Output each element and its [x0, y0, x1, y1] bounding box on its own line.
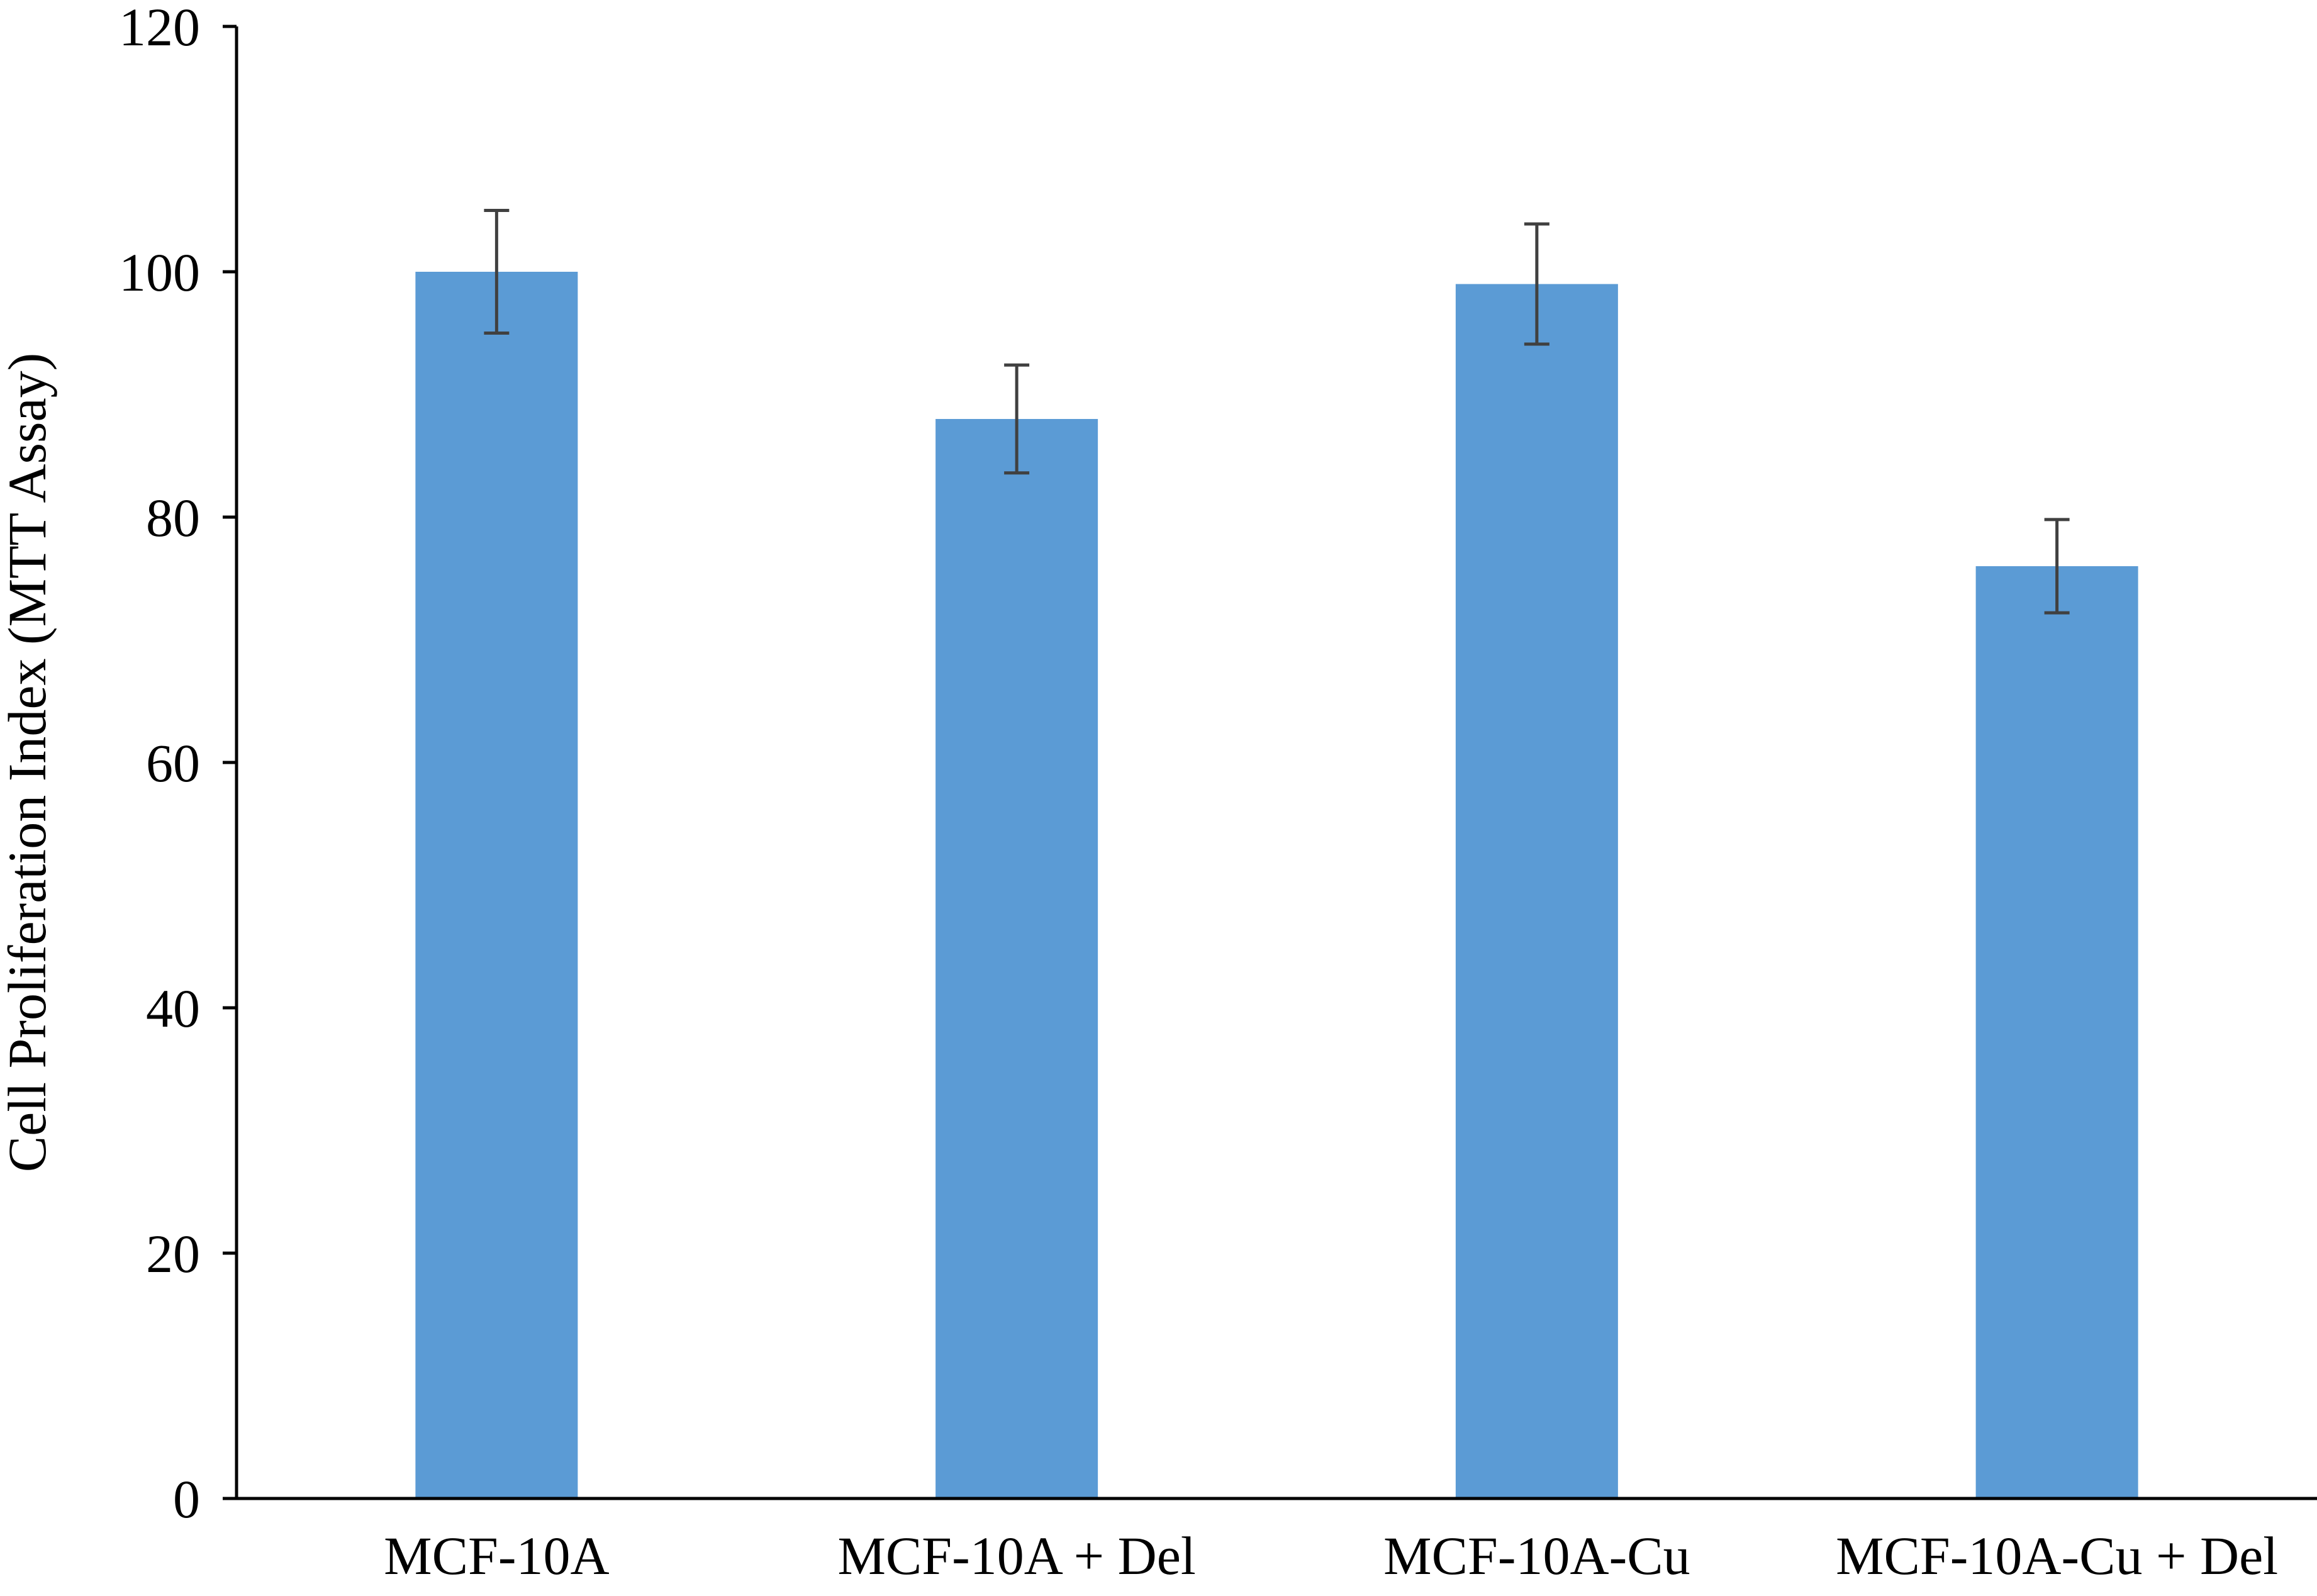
error-bar-4 — [2044, 518, 2070, 615]
x-tick-label: MCF-10A — [384, 1526, 609, 1586]
y-ticks-layer: 0 20 40 60 80 100 120 — [119, 0, 237, 1529]
y-tick-label: 100 — [119, 242, 200, 303]
y-tick-label: 80 — [146, 488, 200, 548]
bar-4 — [1975, 566, 2138, 1498]
bar-3 — [1455, 284, 1618, 1498]
y-axis-title: Cell Proliferation Index (MTT Assay) — [0, 353, 57, 1173]
x-tick-label: MCF-10A-Cu + Del — [1836, 1526, 2278, 1586]
bar-1 — [415, 272, 578, 1498]
x-labels-layer: MCF-10A MCF-10A + Del MCF-10A-Cu MCF-10A-Cu… — [384, 1526, 2278, 1586]
error-bar-3 — [1524, 222, 1549, 346]
error-bar-2 — [1004, 363, 1030, 475]
y-tick-label: 120 — [119, 0, 200, 57]
error-bar-1 — [484, 209, 510, 335]
error-bars-layer — [484, 209, 2070, 615]
y-tick-label: 40 — [146, 978, 200, 1039]
bars-layer — [415, 272, 2138, 1498]
bar-2 — [935, 419, 1098, 1498]
y-tick-label: 0 — [173, 1469, 200, 1529]
y-tick-label: 60 — [146, 733, 200, 793]
x-tick-label: MCF-10A-Cu — [1383, 1526, 1690, 1586]
y-tick-label: 20 — [146, 1224, 200, 1284]
x-tick-label: MCF-10A + Del — [837, 1526, 1195, 1586]
